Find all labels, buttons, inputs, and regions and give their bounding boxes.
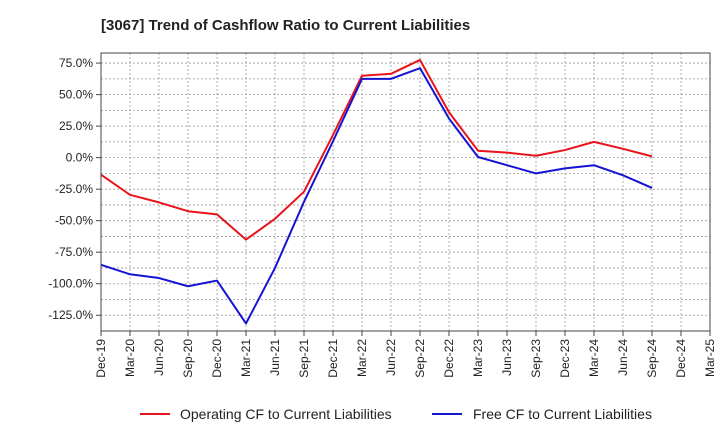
series-line-2 [100,67,653,325]
x-tick-label: Jun-24 [616,339,630,376]
x-tick-label: Dec-19 [94,339,108,378]
y-tick-label: 50.0% [59,88,93,102]
x-tick-label: Dec-20 [210,339,224,378]
x-tick-label: Dec-22 [442,339,456,378]
x-tick-label: Jun-22 [384,339,398,376]
y-tick-label: -125.0% [48,308,93,322]
x-tick-label: Dec-21 [326,339,340,378]
y-tick-label: -75.0% [55,245,93,259]
y-tick-label: 75.0% [59,56,93,70]
x-tick-label: Jun-21 [268,339,282,376]
x-tick-label: Sep-24 [645,339,659,378]
x-tick-label: Mar-22 [355,339,369,377]
legend: Operating CF to Current Liabilities Free … [140,406,652,422]
x-tick-label: Dec-24 [674,339,688,378]
x-tick-label: Mar-25 [703,339,717,377]
series-line-1 [100,58,653,241]
x-tick-label: Mar-20 [123,339,137,377]
y-tick-label: -50.0% [55,214,93,228]
grid [100,53,711,331]
y-tick-label: -100.0% [48,277,93,291]
x-tick-label: Jun-23 [500,339,514,376]
x-tick-label: Mar-23 [471,339,485,377]
y-tick-label: -25.0% [55,182,93,196]
x-tick-label: Sep-21 [297,339,311,378]
plot-frame [100,52,711,332]
x-tick-label: Sep-22 [413,339,427,378]
x-tick-label: Sep-23 [529,339,543,378]
x-tick-label: Dec-23 [558,339,572,378]
chart-title: [3067] Trend of Cashflow Ratio to Curren… [101,17,470,34]
legend-label-1: Operating CF to Current Liabilities [180,406,392,422]
legend-label-2: Free CF to Current Liabilities [473,406,652,422]
x-axis: Dec-19 Mar-20 Jun-20 Sep-20 Dec-20 Mar-21 Jun-… [94,331,717,378]
x-tick-label: Jun-20 [152,339,166,376]
y-tick-label: 25.0% [59,119,93,133]
x-tick-label: Mar-21 [239,339,253,377]
x-tick-label: Mar-24 [587,339,601,377]
y-tick-label: 0.0% [66,151,94,165]
series-group [100,58,653,325]
y-axis: 75.0% 50.0% 25.0% 0.0% -25.0% -50.0% -75.0% -10… [48,56,101,322]
x-tick-label: Sep-20 [181,339,195,378]
